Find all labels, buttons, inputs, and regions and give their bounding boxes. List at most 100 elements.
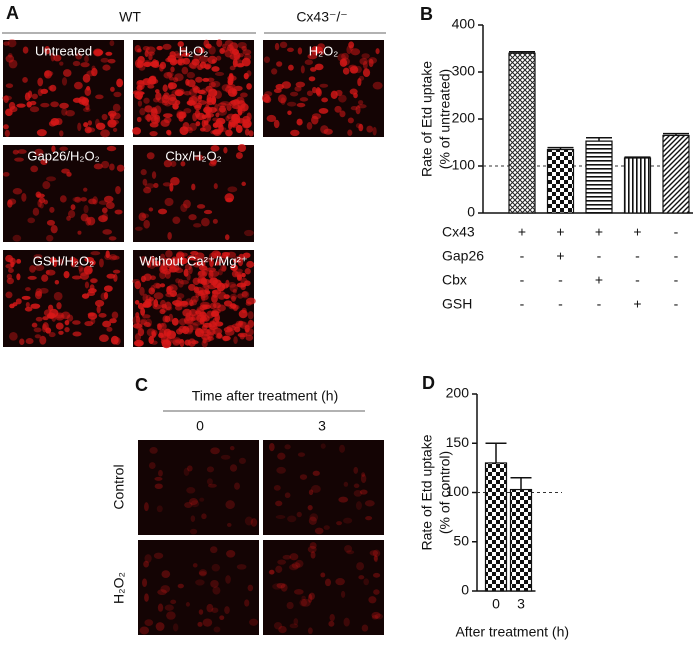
cell [307,504,313,511]
cell [192,321,202,326]
cell [276,61,283,67]
cell [162,315,169,323]
cell [198,94,203,100]
cell [33,254,43,259]
cell [116,78,124,88]
cell [100,57,109,63]
cell [280,97,286,105]
cell [135,315,141,325]
cell [49,84,57,92]
cell [96,305,101,313]
cell [185,602,190,607]
cell [173,77,179,83]
cell [37,77,44,87]
cell [12,149,19,155]
cell [236,274,243,281]
cell [293,589,304,595]
cell [112,103,121,112]
cell [311,115,319,125]
cell [108,254,118,261]
y-tick-label: 200 [446,385,470,401]
cell [136,94,143,100]
cell [134,333,142,341]
cell [47,304,54,311]
cell [100,129,110,138]
cell [157,323,162,331]
cell [171,337,182,345]
cell [233,85,243,91]
cell [7,38,17,48]
cell [5,54,15,63]
cell [227,282,237,288]
cell [295,559,304,568]
cell [74,196,82,203]
cell [191,58,200,66]
cell [34,148,44,157]
cell [366,125,373,133]
cell [87,120,93,126]
cell [98,215,108,223]
cell [189,299,194,307]
cell [116,164,125,172]
condition-mark: - [558,272,563,288]
cell [140,319,147,325]
cell [149,130,158,137]
cell [232,58,238,68]
cell [189,498,198,506]
cell [356,562,365,571]
cell [143,97,150,104]
cell [82,73,91,83]
cell [217,107,228,116]
cell [151,329,158,337]
cell [359,57,368,65]
cell [44,46,51,55]
cell [337,53,346,62]
cell [185,312,191,322]
cell [353,483,360,489]
cell [132,127,142,135]
cell [63,270,70,279]
cell [21,192,27,202]
cell [50,225,58,234]
cell [157,589,167,596]
cell [172,623,179,632]
cell [273,484,281,491]
cell [244,229,254,237]
cell [231,295,236,302]
cell [156,505,163,513]
cell [195,154,204,161]
y-axis-label: Rate of Etd uptake [419,61,435,177]
cell [175,278,181,284]
cell [355,123,362,129]
cell [36,129,47,137]
cell [220,264,227,272]
cell [151,171,157,179]
cell [275,83,285,90]
cell [234,482,240,490]
cell [289,91,299,97]
cell [109,318,117,324]
cell [310,551,316,559]
cell [105,201,115,210]
cell [29,265,36,273]
cell [324,578,332,587]
cell [137,100,143,107]
cell [147,260,156,269]
cell [216,282,226,292]
cell [358,575,365,580]
cell [5,83,14,89]
cell [320,443,326,449]
cell [219,615,225,620]
cell [309,513,319,522]
cell [82,107,91,113]
cell [206,331,214,339]
cell [286,101,297,107]
cell [191,183,196,191]
cell [232,258,238,264]
cell [70,261,77,268]
cell [173,265,182,270]
cell [243,72,249,80]
cell [148,335,155,345]
cell [334,105,342,113]
cell [176,328,183,335]
